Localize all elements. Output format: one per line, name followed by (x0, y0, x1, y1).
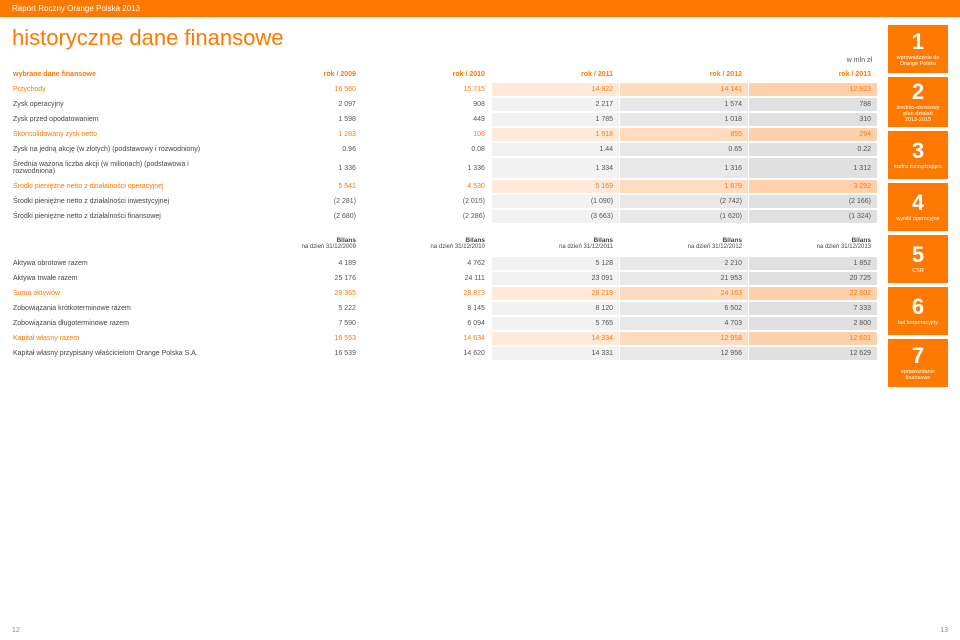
nav-label: CSR (912, 268, 924, 274)
main: historyczne dane finansowe w mln zł wybr… (12, 25, 878, 387)
financial-table: wybrane dane finansowe rok / 2009 rok / … (12, 66, 878, 362)
table-row: Aktywa trwałe razem25 17624 11123 09121 … (13, 272, 877, 285)
nav-number: 4 (912, 192, 924, 214)
nav-number: 6 (912, 296, 924, 318)
table-row: Suma aktywów29 36528 87328 21924 16322 8… (13, 287, 877, 300)
table-row: Zysk operacyjny2 0979082 2171 574788 (13, 98, 877, 111)
table-row: Zobowiązania długoterminowe razem7 5906 … (13, 317, 877, 330)
table-row: Skonsolidowany zysk netto1 2831081 91885… (13, 128, 877, 141)
nav-number: 3 (912, 140, 924, 162)
nav-number: 1 (912, 31, 924, 53)
sidebar: 1 wprowadzenie do Orange Polska 2 średnio-o… (888, 25, 948, 387)
nav-label: średnio-okresowy plan działań 2013‑2015 (892, 105, 944, 123)
nav-box[interactable]: 2 średnio-okresowy plan działań 2013‑2015 (888, 77, 948, 127)
bilans-header: Bilansna dzień 31/12/2009 Bilansna dzień… (13, 233, 877, 255)
table-row: Środki pieniężne netto z działalności in… (13, 195, 877, 208)
table-row: Środki pieniężne netto z działalności op… (13, 180, 877, 193)
nav-number: 2 (912, 81, 924, 103)
nav-label: kadra zarządzająca (894, 164, 942, 170)
page-right: 13 (940, 627, 948, 634)
table-row: Kapitał własny razem16 55314 63414 33412… (13, 332, 877, 345)
nav-box[interactable]: 5 CSR (888, 235, 948, 283)
top-bar: Raport Roczny Orange Polska 2013 (0, 0, 960, 17)
nav-box[interactable]: 7 sprawozdanie finansowe (888, 339, 948, 387)
nav-number: 7 (912, 345, 924, 367)
table-row: Zobowiązania krótkoterminowe razem5 2228… (13, 302, 877, 315)
nav-label: wyniki operacyjne (896, 216, 939, 222)
table-row: Przychody16 56015 71514 92214 14112 923 (13, 83, 877, 96)
nav-box[interactable]: 3 kadra zarządzająca (888, 131, 948, 179)
nav-number: 5 (912, 244, 924, 266)
table-row: Średnia ważona liczba akcji (w milionach… (13, 158, 877, 178)
content: historyczne dane finansowe w mln zł wybr… (0, 17, 960, 387)
table-row: Zysk przed opodatowaniem1 5984491 7851 0… (13, 113, 877, 126)
page-title: historyczne dane finansowe (12, 25, 878, 51)
page-left: 12 (12, 627, 20, 634)
nav-box[interactable]: 4 wyniki operacyjne (888, 183, 948, 231)
table-row: Zysk na jedną akcję (w złotych) (podstaw… (13, 143, 877, 156)
footer: 12 13 (12, 627, 948, 634)
header-row: wybrane dane finansowe rok / 2009 rok / … (13, 68, 877, 81)
nav-label: sprawozdanie finansowe (892, 369, 944, 381)
unit-label: w mln zł (12, 57, 878, 64)
table-row: Aktywa obrotowe razem4 1894 7625 1282 21… (13, 257, 877, 270)
table-row: Środki pieniężne netto z działalności fi… (13, 210, 877, 223)
nav-box[interactable]: 6 ład korporacyjny (888, 287, 948, 335)
nav-label: ład korporacyjny (898, 320, 938, 326)
nav-label: wprowadzenie do Orange Polska (892, 55, 944, 67)
table-row: Kapitał własny przypisany właścicielom O… (13, 347, 877, 360)
nav-box[interactable]: 1 wprowadzenie do Orange Polska (888, 25, 948, 73)
row-header-label: wybrane dane finansowe (13, 68, 233, 81)
